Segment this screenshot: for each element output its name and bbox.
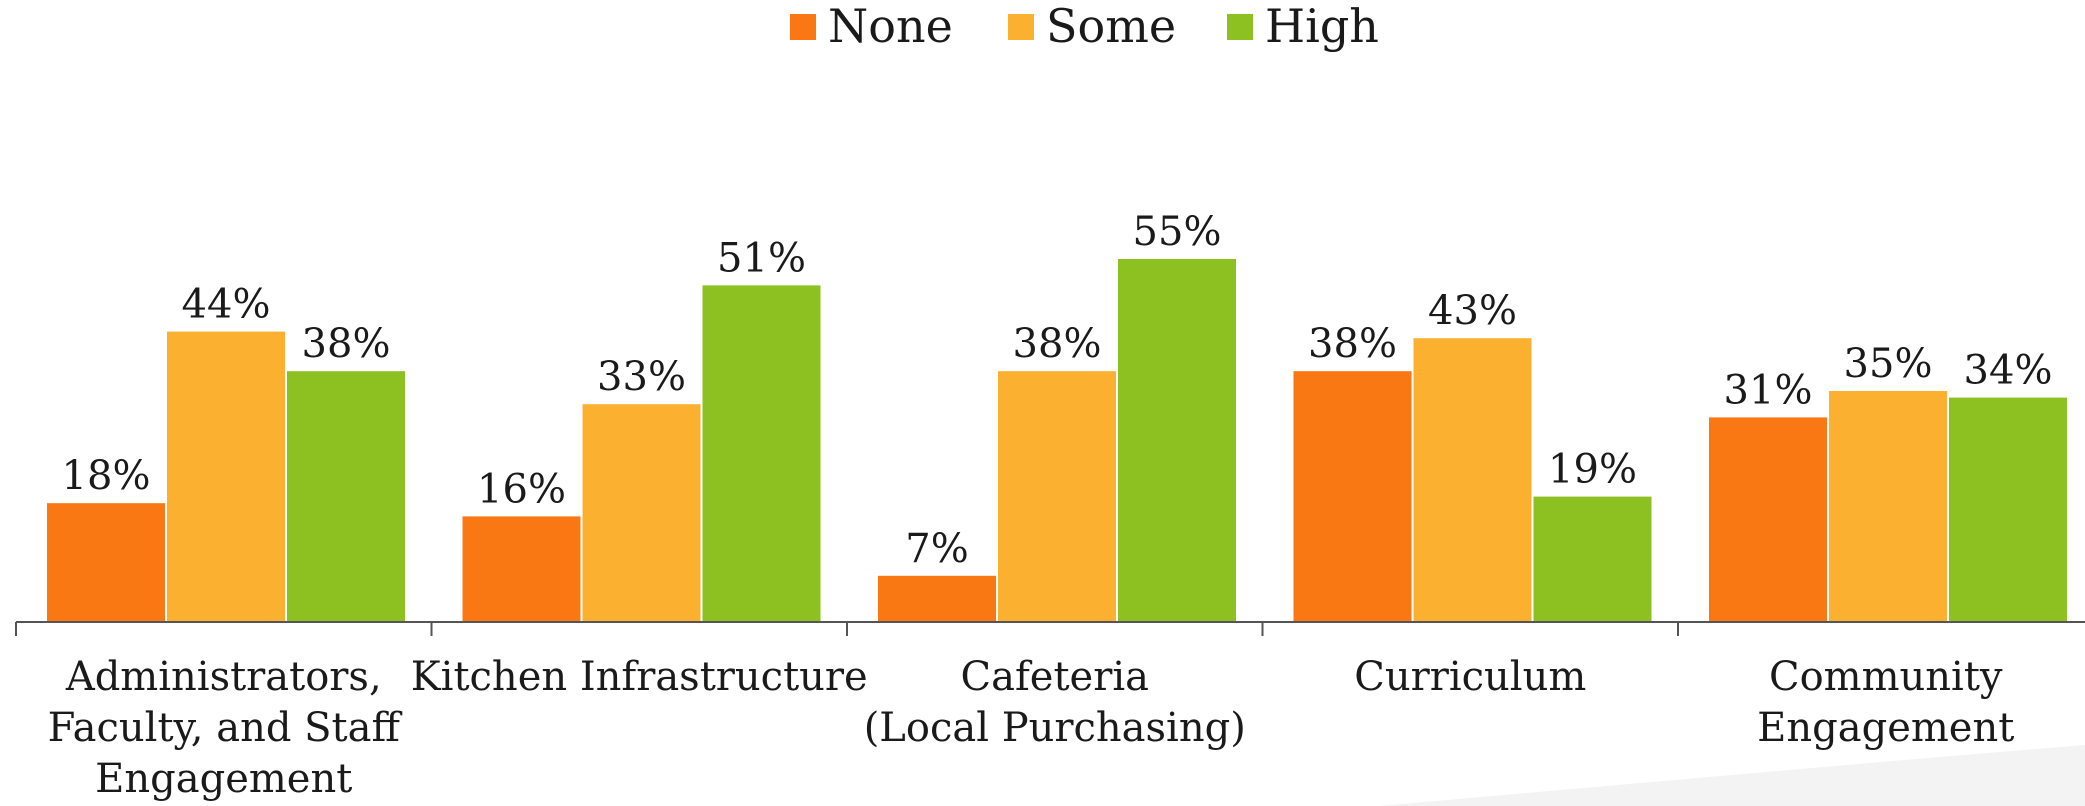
bar-high-0 — [287, 371, 405, 622]
bar-none-0 — [47, 503, 165, 622]
bar-none-2 — [878, 575, 996, 622]
bar-none-4 — [1709, 417, 1827, 622]
value-label-some-4: 35% — [1844, 341, 1933, 387]
category-label-3: Curriculum — [1354, 654, 1586, 700]
bar-some-3 — [1413, 338, 1532, 622]
value-label-high-1: 51% — [717, 235, 806, 281]
value-label-high-2: 55% — [1133, 209, 1222, 255]
bar-high-1 — [702, 285, 821, 622]
bar-high-4 — [1949, 397, 2067, 622]
category-label-line: Cafeteria — [961, 654, 1149, 700]
value-labels: 18% 44% 38% 16% 33% 51% 7% 38% 55% 38% 43% 19% 31% 35… — [62, 209, 2053, 572]
category-label-line: Community — [1769, 654, 2003, 700]
legend-label-none: None — [828, 0, 953, 53]
legend-swatch-none — [790, 14, 816, 40]
bar-high-3 — [1533, 496, 1652, 622]
category-label-line: Administrators, — [65, 654, 382, 700]
value-label-high-0: 38% — [302, 321, 391, 367]
category-label-4: Community Engagement — [1757, 654, 2014, 751]
category-label-line: (Local Purchasing) — [864, 705, 1246, 751]
category-label-line: Faculty, and Staff — [48, 705, 403, 751]
bar-none-3 — [1293, 371, 1412, 622]
category-label-line: Kitchen Infrastructure — [411, 654, 868, 700]
x-axis — [15, 621, 2085, 636]
value-label-none-0: 18% — [62, 453, 151, 499]
value-label-none-3: 38% — [1308, 321, 1397, 367]
category-label-line: Curriculum — [1354, 654, 1586, 700]
value-label-none-2: 7% — [905, 526, 968, 572]
category-labels: Administrators, Faculty, and Staff Engagem… — [48, 654, 2015, 802]
value-label-some-2: 38% — [1013, 321, 1102, 367]
value-label-some-0: 44% — [182, 282, 271, 328]
bar-high-2 — [1118, 259, 1236, 622]
legend-label-some: Some — [1046, 0, 1176, 53]
value-label-some-1: 33% — [597, 354, 686, 400]
bar-some-2 — [998, 371, 1116, 622]
category-label-0: Administrators, Faculty, and Staff Engagem… — [48, 654, 403, 802]
decorative-swoosh — [1380, 745, 2085, 806]
category-label-line: Engagement — [1757, 705, 2014, 751]
legend-swatch-some — [1008, 14, 1034, 40]
category-label-1: Kitchen Infrastructure — [411, 654, 868, 700]
value-label-high-3: 19% — [1548, 447, 1637, 493]
bar-some-4 — [1829, 391, 1947, 622]
bar-none-1 — [462, 516, 581, 622]
value-label-high-4: 34% — [1964, 348, 2053, 394]
category-label-line: Engagement — [95, 756, 352, 802]
legend-label-high: High — [1265, 0, 1379, 53]
category-label-2: Cafeteria (Local Purchasing) — [864, 654, 1246, 751]
bars — [47, 259, 2067, 622]
legend: None Some High — [790, 0, 1379, 53]
bar-some-1 — [582, 404, 701, 622]
value-label-none-4: 31% — [1724, 367, 1813, 413]
value-label-some-3: 43% — [1428, 288, 1517, 334]
value-label-none-1: 16% — [477, 466, 566, 512]
bar-some-0 — [167, 331, 285, 622]
legend-swatch-high — [1227, 14, 1253, 40]
